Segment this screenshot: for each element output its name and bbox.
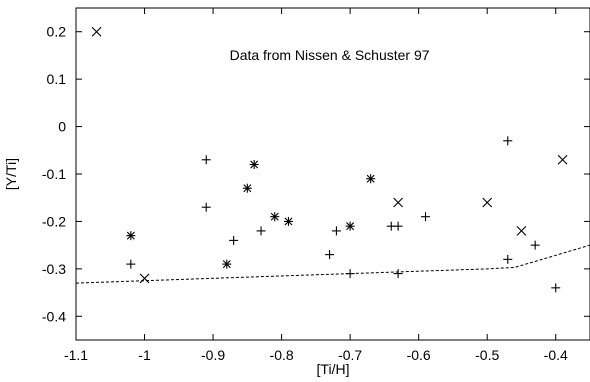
y-tick-labels: 0.2 0.1 0 -0.1 -0.2 -0.3 -0.4 <box>42 24 66 325</box>
dashed-curve <box>75 244 590 284</box>
asterisk-point <box>222 259 232 269</box>
plus-point <box>503 254 513 264</box>
plus-point <box>551 283 561 293</box>
plus-point <box>201 155 211 165</box>
y-tick-label: 0.2 <box>47 24 67 40</box>
cross-point <box>139 273 150 284</box>
plus-point <box>331 226 341 236</box>
plus-point <box>229 235 239 245</box>
x-axis-title: [Ti/H] <box>317 361 350 377</box>
dashed-curve-line <box>75 244 590 284</box>
y-tick-label: -0.3 <box>42 261 66 277</box>
plus-point <box>530 240 540 250</box>
asterisk-point <box>270 212 280 222</box>
data-points <box>91 26 568 293</box>
asterisk-point <box>249 160 259 170</box>
plus-point <box>126 259 136 269</box>
plus-point <box>345 269 355 279</box>
asterisk-point <box>126 231 136 241</box>
y-tick-label: 0.1 <box>47 71 67 87</box>
x-tick-label: -0.7 <box>338 347 362 363</box>
y-axis-title: [Y/Ti] <box>3 158 19 190</box>
plus-point <box>325 250 335 260</box>
x-tick-label: -0.9 <box>201 347 225 363</box>
cross-point <box>482 197 493 208</box>
axis-ticks <box>75 8 590 340</box>
cross-point <box>557 154 568 165</box>
plus-point <box>201 202 211 212</box>
x-tick-label: -0.8 <box>270 347 294 363</box>
x-tick-label: -1 <box>138 347 151 363</box>
plus-point <box>421 212 431 222</box>
x-tick-label: -0.6 <box>407 347 431 363</box>
y-tick-label: -0.2 <box>42 213 66 229</box>
asterisk-point <box>366 174 376 184</box>
asterisk-point <box>345 221 355 231</box>
x-tick-label: -0.5 <box>475 347 499 363</box>
plus-point <box>393 221 403 231</box>
cross-point <box>516 226 527 236</box>
y-tick-label: 0 <box>58 119 66 135</box>
y-tick-label: -0.4 <box>42 308 66 324</box>
x-tick-label: -1.1 <box>64 347 88 363</box>
plus-point <box>503 136 513 146</box>
asterisk-point <box>283 216 293 226</box>
x-tick-label: -0.4 <box>544 347 568 363</box>
plus-point <box>393 269 403 279</box>
y-tick-label: -0.1 <box>42 166 66 182</box>
asterisk-point <box>242 183 252 193</box>
x-tick-labels: -1.1 -1 -0.9 -0.8 -0.7 -0.6 -0.5 -0.4 <box>64 347 568 363</box>
cross-point <box>393 197 403 208</box>
plus-point <box>256 226 266 236</box>
cross-point <box>91 26 102 37</box>
annotation-text: Data from Nissen & Schuster 97 <box>230 47 430 63</box>
